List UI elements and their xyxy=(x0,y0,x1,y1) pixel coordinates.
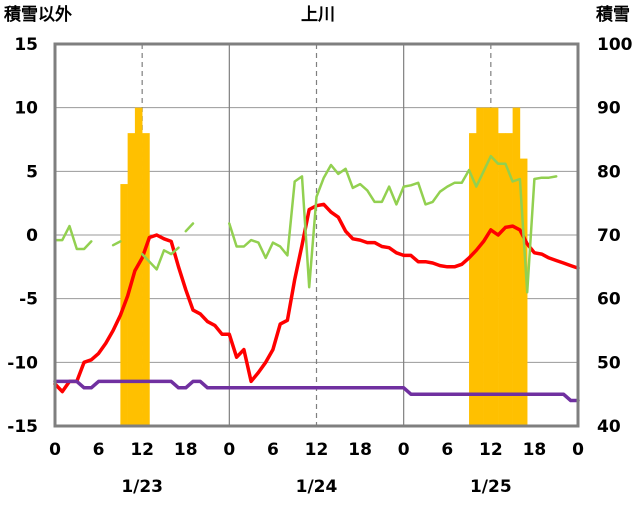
right-tick-label: 60 xyxy=(597,290,621,310)
right-tick-label: 40 xyxy=(597,417,621,437)
x-tick-label: 0 xyxy=(223,440,235,460)
x-tick-label: 18 xyxy=(174,440,198,460)
snow-bar xyxy=(476,107,484,427)
frame-layer xyxy=(53,42,580,428)
plot-frame xyxy=(53,42,580,428)
snow-bar xyxy=(512,107,521,427)
x-tick-label: 6 xyxy=(441,440,453,460)
right-tick-label: 90 xyxy=(597,99,621,119)
labels-layer: 積雪以外 上川 積雪 151050-5-10-15100908070605040… xyxy=(4,4,633,497)
x-tick-label: 18 xyxy=(348,440,372,460)
snow-bar xyxy=(505,133,513,426)
x-tick-label: 12 xyxy=(479,440,503,460)
right-tick-label: 100 xyxy=(597,35,633,55)
x-tick-label: 6 xyxy=(93,440,105,460)
left-tick-label: 0 xyxy=(26,226,38,246)
left-tick-label: -10 xyxy=(7,353,38,373)
snow-bar xyxy=(519,158,528,426)
x-tick-label: 0 xyxy=(398,440,410,460)
right-tick-label: 50 xyxy=(597,353,621,373)
date-label: 1/25 xyxy=(470,477,512,497)
left-tick-label: -5 xyxy=(19,290,38,310)
x-tick-label: 6 xyxy=(267,440,279,460)
right-tick-label: 80 xyxy=(597,162,621,182)
snow-bar xyxy=(142,133,150,426)
left-tick-label: 5 xyxy=(26,162,38,182)
date-label: 1/23 xyxy=(121,477,163,497)
left-tick-label: -15 xyxy=(7,417,38,437)
snow-bar xyxy=(469,133,477,426)
x-tick-label: 18 xyxy=(523,440,547,460)
x-tick-label: 12 xyxy=(130,440,154,460)
bars-layer xyxy=(120,107,528,427)
date-label: 1/24 xyxy=(296,477,338,497)
right-tick-label: 70 xyxy=(597,226,621,246)
left-axis-label: 積雪以外 xyxy=(4,4,72,25)
left-tick-label: 15 xyxy=(14,35,38,55)
series-line-1 xyxy=(53,154,558,294)
snow-bar xyxy=(483,107,492,427)
left-tick-label: 10 xyxy=(14,99,38,119)
snow-bar xyxy=(498,133,506,426)
series-line-2 xyxy=(53,379,580,403)
chart-title: 上川 xyxy=(301,5,335,25)
x-tick-label: 12 xyxy=(305,440,329,460)
lines-layer xyxy=(53,154,580,403)
right-axis-label: 積雪 xyxy=(596,4,630,25)
x-tick-label: 0 xyxy=(572,440,584,460)
x-tick-label: 0 xyxy=(49,440,61,460)
snow-bar xyxy=(490,107,499,427)
